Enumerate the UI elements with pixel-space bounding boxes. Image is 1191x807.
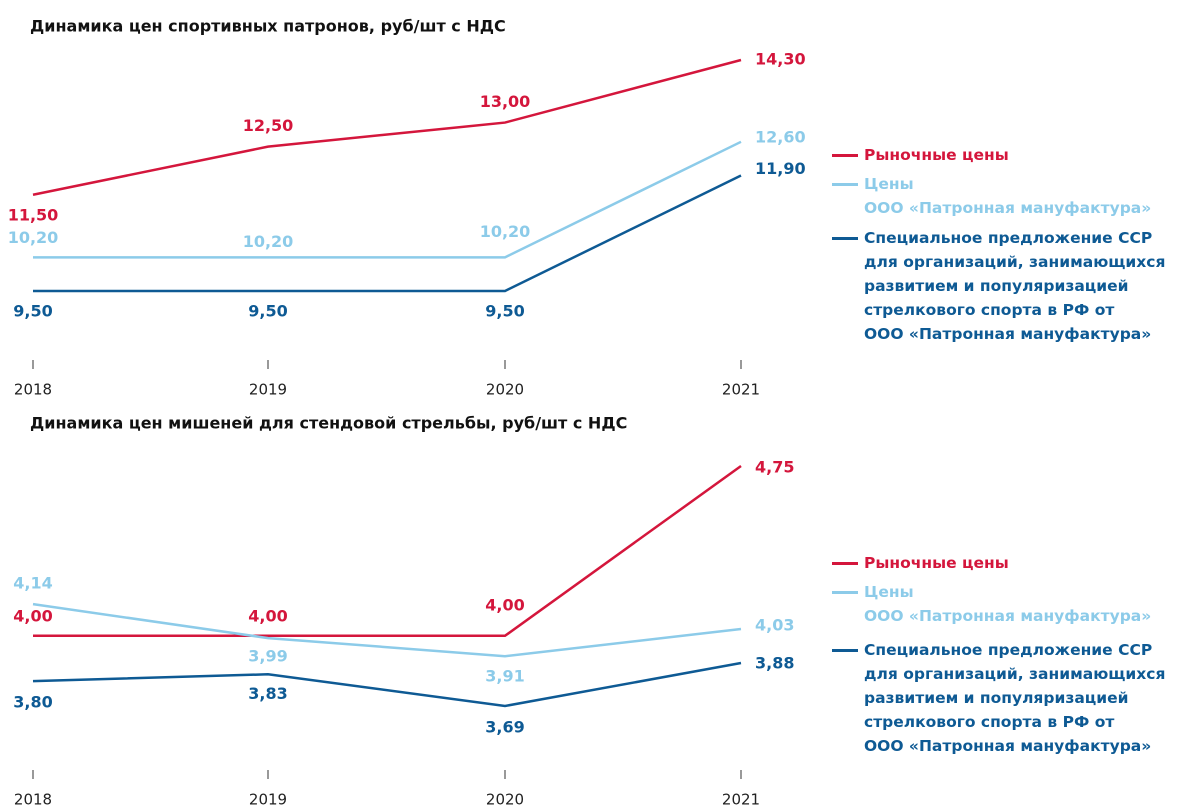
legend-swatch bbox=[832, 562, 858, 565]
legend-label: Специальное предложение ССР для организа… bbox=[864, 641, 1166, 755]
legend-label: Рыночные цены bbox=[864, 554, 1009, 572]
data-label: 4,00 bbox=[248, 606, 287, 625]
legend-label: Цены ООО «Патронная мануфактура» bbox=[864, 583, 1152, 625]
legend-swatch bbox=[832, 237, 858, 240]
data-label: 11,90 bbox=[755, 159, 806, 178]
data-label: 3,99 bbox=[248, 647, 287, 666]
legend-label: Специальное предложение ССР для организа… bbox=[864, 229, 1166, 343]
data-label: 10,20 bbox=[8, 228, 59, 247]
data-label: 4,75 bbox=[755, 458, 794, 477]
data-label: 11,50 bbox=[8, 205, 59, 224]
legend-swatch bbox=[832, 183, 858, 186]
data-label: 3,91 bbox=[485, 667, 524, 686]
legend-swatch bbox=[832, 591, 858, 594]
data-label: 12,60 bbox=[755, 127, 806, 146]
series-line bbox=[32, 661, 742, 708]
data-label: 4,03 bbox=[755, 616, 794, 635]
data-label: 3,80 bbox=[13, 693, 52, 712]
chart-title: Динамика цен спортивных патронов, руб/шт… bbox=[30, 17, 506, 36]
data-label: 4,14 bbox=[13, 574, 52, 593]
data-label: 10,20 bbox=[243, 232, 294, 251]
x-tick-label: 2018 bbox=[14, 791, 52, 807]
legend-swatch bbox=[832, 649, 858, 652]
legend-label: Цены ООО «Патронная мануфактура» bbox=[864, 175, 1152, 217]
data-label: 3,69 bbox=[485, 718, 524, 737]
x-tick-label: 2020 bbox=[486, 381, 524, 399]
x-tick-label: 2019 bbox=[249, 381, 287, 399]
series-line bbox=[33, 174, 742, 293]
data-label: 9,50 bbox=[485, 302, 524, 321]
series-line bbox=[32, 58, 742, 196]
data-label: 12,50 bbox=[243, 116, 294, 135]
data-label: 13,00 bbox=[480, 92, 531, 111]
x-tick-label: 2020 bbox=[486, 791, 524, 807]
legend-swatch bbox=[832, 154, 858, 157]
x-tick-label: 2021 bbox=[722, 791, 760, 807]
series-line bbox=[33, 464, 742, 638]
data-label: 10,20 bbox=[480, 222, 531, 241]
series-line bbox=[32, 602, 742, 658]
data-label: 4,00 bbox=[13, 606, 52, 625]
data-label: 3,88 bbox=[755, 653, 794, 672]
x-tick-label: 2019 bbox=[249, 791, 287, 807]
data-label: 14,30 bbox=[755, 50, 806, 69]
x-tick-label: 2018 bbox=[14, 381, 52, 399]
series-line bbox=[33, 140, 742, 259]
chart-title: Динамика цен мишеней для стендовой стрел… bbox=[30, 414, 627, 433]
data-label: 9,50 bbox=[13, 302, 52, 321]
data-label: 3,83 bbox=[248, 684, 287, 703]
data-label: 4,00 bbox=[485, 595, 524, 614]
legend-label: Рыночные цены bbox=[864, 146, 1009, 164]
data-label: 9,50 bbox=[248, 302, 287, 321]
x-tick-label: 2021 bbox=[722, 381, 760, 399]
